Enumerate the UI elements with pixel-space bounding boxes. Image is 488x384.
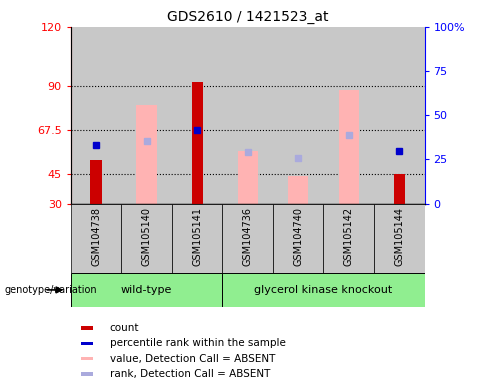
- Bar: [81, 326, 93, 329]
- Bar: [122, 204, 172, 273]
- Bar: [81, 357, 93, 360]
- Bar: [172, 204, 223, 273]
- Bar: [90, 161, 102, 204]
- Bar: [339, 90, 359, 204]
- Bar: [122, 27, 172, 204]
- Bar: [273, 27, 324, 204]
- Bar: [273, 204, 324, 273]
- Bar: [374, 204, 425, 273]
- Bar: [394, 174, 405, 204]
- Bar: [288, 176, 308, 204]
- Text: glycerol kinase knockout: glycerol kinase knockout: [254, 285, 393, 295]
- Text: percentile rank within the sample: percentile rank within the sample: [110, 338, 285, 348]
- Bar: [223, 204, 273, 273]
- Text: GSM105144: GSM105144: [394, 207, 404, 266]
- Bar: [223, 27, 273, 204]
- Text: wild-type: wild-type: [121, 285, 172, 295]
- Text: GSM105141: GSM105141: [192, 207, 202, 266]
- Text: GSM104736: GSM104736: [243, 207, 253, 266]
- Bar: [81, 372, 93, 376]
- Bar: [137, 105, 157, 204]
- Text: genotype/variation: genotype/variation: [5, 285, 98, 295]
- Text: count: count: [110, 323, 139, 333]
- Bar: [71, 204, 122, 273]
- Bar: [374, 27, 425, 204]
- Text: GSM104740: GSM104740: [293, 207, 303, 266]
- Text: rank, Detection Call = ABSENT: rank, Detection Call = ABSENT: [110, 369, 270, 379]
- Title: GDS2610 / 1421523_at: GDS2610 / 1421523_at: [167, 10, 328, 25]
- Bar: [223, 273, 425, 306]
- Bar: [324, 27, 374, 204]
- Text: GSM105142: GSM105142: [344, 207, 354, 266]
- Bar: [71, 27, 122, 204]
- Text: GSM105140: GSM105140: [142, 207, 152, 266]
- Text: value, Detection Call = ABSENT: value, Detection Call = ABSENT: [110, 354, 275, 364]
- Bar: [81, 342, 93, 345]
- Bar: [238, 151, 258, 204]
- Bar: [172, 27, 223, 204]
- Bar: [71, 273, 223, 306]
- Bar: [324, 204, 374, 273]
- Bar: [192, 82, 203, 204]
- Text: GSM104738: GSM104738: [91, 207, 101, 266]
